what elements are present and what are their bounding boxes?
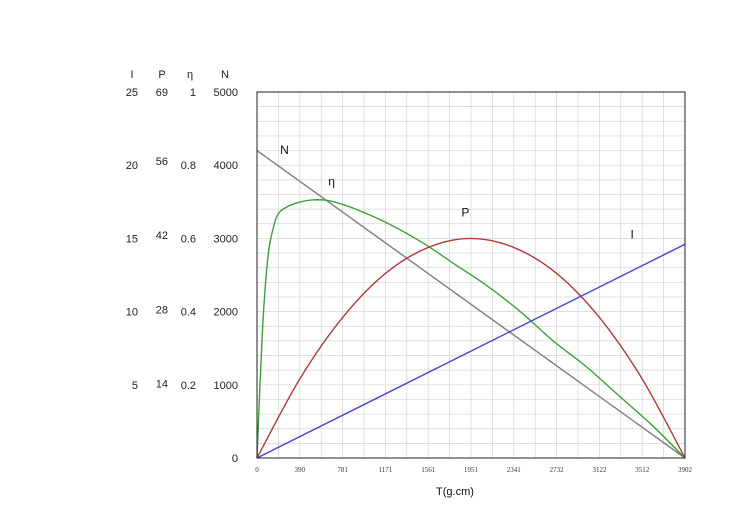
y-tick-label-I: 20 (126, 160, 138, 172)
y-tick-label-P: 56 (156, 156, 168, 168)
x-tick-label: 1561 (421, 466, 436, 474)
y-tick-label-I: 10 (126, 307, 138, 319)
y-axis-header-N: N (221, 69, 229, 81)
x-tick-label: 781 (337, 466, 348, 474)
series-label-P: P (461, 205, 469, 219)
x-tick-label: 1951 (464, 466, 479, 474)
series-line-P (256, 237, 686, 459)
x-tick-label: 2341 (507, 466, 522, 474)
x-tick-label: 3122 (592, 466, 607, 474)
y-tick-label-N: 0 (232, 453, 238, 465)
y-tick-label-N: 4000 (214, 160, 238, 172)
x-tick-label: 390 (295, 466, 306, 474)
series-line-I (256, 243, 686, 459)
y-tick-label-η: 0.6 (181, 233, 196, 245)
series-line-N (256, 149, 686, 459)
y-tick-label-P: 14 (156, 379, 168, 391)
y-tick-label-η: 0.2 (181, 380, 196, 392)
x-axis: 0 390 781 1171 1561 1951 2341 2732 3122 3512 3902 (255, 466, 692, 474)
y-axes: I 5 10 15 20 25 P 14 28 42 56 69 η 0.2 0.4 0.6 0.8 1 N 0 100… (126, 69, 238, 465)
y-tick-label-η: 0.4 (181, 307, 196, 319)
series-label-η: η (328, 175, 335, 189)
x-tick-label: 0 (255, 466, 259, 474)
x-tick-label: 2732 (550, 466, 565, 474)
y-tick-label-N: 3000 (214, 233, 238, 245)
y-tick-label-P: 69 (156, 87, 168, 99)
y-tick-label-I: 5 (132, 380, 138, 392)
series-label-I: I (630, 227, 633, 241)
y-tick-label-N: 5000 (214, 87, 238, 99)
y-axis-header-P: P (158, 69, 165, 81)
series-layer: Nη P I (256, 143, 686, 459)
y-tick-label-P: 42 (156, 230, 168, 242)
grid (257, 92, 685, 458)
y-tick-label-η: 1 (190, 87, 196, 99)
y-tick-label-I: 25 (126, 87, 138, 99)
y-tick-label-P: 28 (156, 304, 168, 316)
x-tick-label: 1171 (379, 466, 393, 474)
y-tick-label-N: 1000 (214, 380, 238, 392)
plot-frame (256, 91, 686, 459)
y-tick-label-η: 0.8 (181, 160, 196, 172)
x-tick-label: 3512 (635, 466, 650, 474)
y-axis-header-I: I (130, 69, 133, 81)
series-line-η (256, 199, 686, 459)
y-tick-label-N: 2000 (214, 307, 238, 319)
x-tick-label: 3902 (678, 466, 693, 474)
y-axis-header-η: η (187, 69, 193, 81)
x-axis-label: T(g.cm) (436, 486, 474, 498)
series-label-N: N (280, 143, 289, 157)
y-tick-label-I: 15 (126, 233, 138, 245)
